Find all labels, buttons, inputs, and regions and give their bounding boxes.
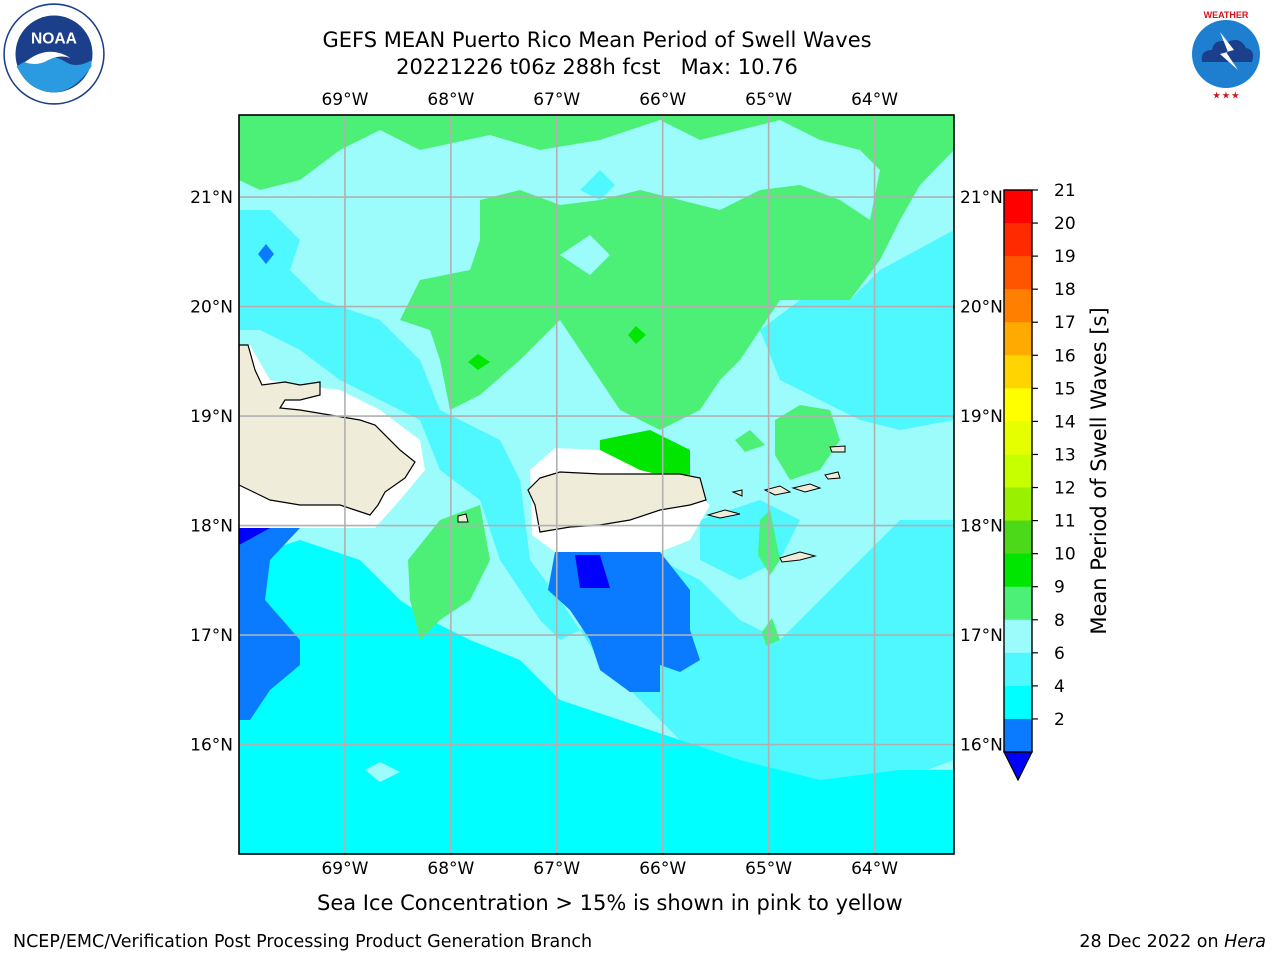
map-frame: [238, 114, 955, 855]
colorbar-tick-label: 21: [1054, 181, 1076, 201]
colorbar-tick-label: 8: [1054, 611, 1065, 631]
chart-title: GEFS MEAN Puerto Rico Mean Period of Swe…: [322, 28, 872, 52]
lat-labels-right: 21°N 20°N 19°N 18°N 17°N 16°N: [960, 188, 1003, 755]
svg-text:★ ★ ★: ★ ★ ★: [1213, 91, 1240, 100]
colorbar-frame: [1003, 189, 1033, 753]
gridlines: [239, 115, 954, 854]
sea-ice-caption: Sea Ice Concentration > 15% is shown in …: [317, 891, 903, 915]
colorbar-swatch: [1004, 388, 1032, 422]
lat-label-left: 20°N: [190, 298, 233, 318]
noaa-logo: NOAA: [3, 3, 105, 105]
colorbar-swatch: [1004, 619, 1032, 654]
colorbar-swatch: [1004, 553, 1032, 588]
colorbar-label: Mean Period of Swell Waves [s]: [1087, 307, 1111, 634]
colorbar-tick-label: 14: [1054, 412, 1076, 432]
colorbar: 21 20 19 18 17 16 15 14 13 12 11 10 9 8 6 4 2: [1003, 181, 1076, 782]
lat-label-right: 19°N: [960, 407, 1003, 427]
lon-label-top: 67°W: [533, 90, 580, 110]
colorbar-swatch: [1004, 520, 1032, 555]
lon-label-bottom: 64°W: [851, 859, 898, 879]
colorbar-tick-label: 4: [1054, 677, 1065, 697]
lat-label-left: 16°N: [190, 736, 233, 756]
colorbar-swatch: [1004, 421, 1032, 455]
lon-label-top: 66°W: [639, 90, 686, 110]
lon-label-top: 64°W: [851, 90, 898, 110]
lon-label-top: 69°W: [321, 90, 368, 110]
lat-label-left: 21°N: [190, 188, 233, 208]
lat-label-right: 17°N: [960, 626, 1003, 646]
contour-2-4-west: [239, 528, 300, 720]
colorbar-tick-label: 16: [1054, 346, 1076, 366]
lon-label-bottom: 65°W: [745, 859, 792, 879]
colorbar-swatch: [1004, 223, 1032, 257]
lon-label-top: 68°W: [427, 90, 474, 110]
lon-label-bottom: 68°W: [427, 859, 474, 879]
lat-label-right: 18°N: [960, 517, 1003, 537]
colorbar-tick-label: 11: [1054, 512, 1076, 532]
colorbar-tick-label: 2: [1054, 710, 1065, 730]
lat-labels-left: 21°N 20°N 19°N 18°N 17°N 16°N: [190, 188, 233, 755]
colorbar-swatch: [1004, 718, 1032, 753]
lat-label-right: 16°N: [960, 736, 1003, 756]
colorbar-tick-label: 15: [1054, 379, 1076, 399]
colorbar-swatch: [1004, 190, 1032, 224]
colorbar-tick-label: 12: [1054, 479, 1076, 499]
colorbar-swatch: [1004, 586, 1032, 621]
lon-label-top: 65°W: [745, 90, 792, 110]
colorbar-extend-arrow: [1003, 751, 1033, 782]
lon-label-bottom: 69°W: [321, 859, 368, 879]
colorbar-swatch: [1004, 652, 1032, 687]
colorbar-tick-label: 6: [1054, 644, 1065, 664]
lat-label-right: 21°N: [960, 188, 1003, 208]
lon-label-bottom: 67°W: [533, 859, 580, 879]
colorbar-swatch: [1004, 685, 1032, 720]
footer-date: 28 Dec 2022 on Hera: [1079, 932, 1266, 952]
colorbar-tick-label: 18: [1054, 280, 1076, 300]
colorbar-tick-label: 13: [1054, 445, 1076, 465]
colorbar-tick-label: 17: [1054, 313, 1076, 333]
noaa-wordmark: NOAA: [31, 31, 77, 48]
colorbar-tick-label: 9: [1054, 578, 1065, 598]
nws-logo: WEATHER ★ ★ ★: [1178, 6, 1274, 102]
colorbar-tick-label: 10: [1054, 545, 1076, 565]
colorbar-tick-label: 20: [1054, 214, 1076, 234]
contour-9-10-north: [239, 115, 954, 430]
lat-label-right: 20°N: [960, 298, 1003, 318]
colorbar-swatch: [1004, 256, 1032, 290]
colorbar-swatch: [1004, 289, 1032, 323]
colorbar-swatch: [1004, 454, 1032, 489]
footer-host: Hera: [1224, 932, 1266, 952]
svg-text:WEATHER: WEATHER: [1204, 10, 1249, 20]
colorbar-tick-label: 19: [1054, 247, 1076, 267]
lon-labels-top: 69°W 68°W 67°W 66°W 65°W 64°W: [321, 90, 898, 110]
colorbar-swatch: [1004, 487, 1032, 522]
contour-6-8-west: [239, 210, 954, 790]
lat-label-left: 17°N: [190, 626, 233, 646]
lat-label-left: 18°N: [190, 517, 233, 537]
colorbar-swatch: [1004, 322, 1032, 356]
footer-branch: NCEP/EMC/Verification Post Processing Pr…: [13, 932, 593, 952]
lon-labels-bottom: 69°W 68°W 67°W 66°W 65°W 64°W: [321, 859, 898, 879]
chart-subtitle: 20221226 t06z 288h fcst Max: 10.76: [396, 55, 798, 79]
contour-field: [239, 115, 954, 854]
footer-date-text: 28 Dec 2022 on: [1079, 932, 1225, 952]
colorbar-swatch: [1004, 355, 1032, 389]
land-puerto-rico: [527, 471, 707, 533]
lon-label-bottom: 66°W: [639, 859, 686, 879]
lat-label-left: 19°N: [190, 407, 233, 427]
